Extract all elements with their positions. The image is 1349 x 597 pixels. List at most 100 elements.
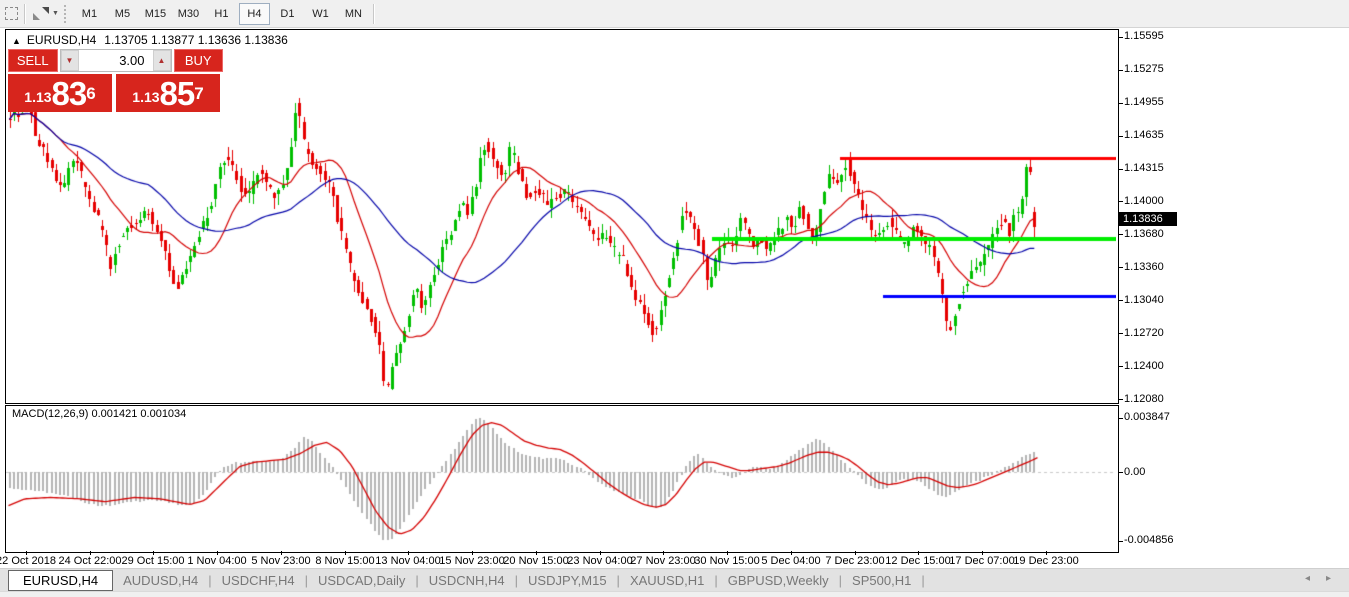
price-axis-label: 1.15275 xyxy=(1124,63,1164,76)
sell-price-box[interactable]: 1.13 83 6 xyxy=(8,74,112,112)
tab-separator: | xyxy=(415,573,419,588)
macd-canvas[interactable] xyxy=(6,406,1116,550)
tab-audusd-h4[interactable]: AUDUSD,H4 xyxy=(123,573,199,588)
timeframe-button-m15[interactable]: M15 xyxy=(144,7,167,20)
time-axis-label: 30 Nov 15:00 xyxy=(694,555,760,567)
macd-axis-tick xyxy=(1118,540,1123,542)
price-axis-label: 1.12400 xyxy=(1124,359,1164,372)
tab-separator: | xyxy=(838,573,843,588)
chevron-down-icon[interactable]: ▼ xyxy=(52,10,59,17)
tab-separator: | xyxy=(304,573,308,588)
time-axis-label: 7 Dec 23:00 xyxy=(825,555,885,567)
price-axis-tick xyxy=(1118,267,1123,268)
time-axis-tick xyxy=(90,551,91,555)
ohlc-values: 1.13705 1.13877 1.13636 1.13836 xyxy=(104,33,288,47)
tab-separator: | xyxy=(921,573,925,588)
price-axis-tick xyxy=(1118,168,1123,170)
select-rectangle-icon[interactable] xyxy=(0,3,21,25)
price-axis-tick xyxy=(1118,333,1123,334)
buy-price-box[interactable]: 1.13 85 7 xyxy=(116,74,220,112)
time-axis-label: 1 Nov 04:00 xyxy=(187,555,247,567)
tab-usdjpy-m15[interactable]: USDJPY,M15 xyxy=(528,573,607,588)
timeframe-button-m5[interactable]: M5 xyxy=(114,7,131,20)
timeframe-button-mn[interactable]: MN xyxy=(344,7,362,20)
time-axis-label: 5 Dec 04:00 xyxy=(761,555,821,567)
drawing-tool-icon[interactable]: ▼ xyxy=(29,3,62,25)
time-axis-tick xyxy=(663,551,664,555)
drawing-tool-glyph xyxy=(33,7,49,20)
time-axis-tick xyxy=(408,551,409,555)
price-axis-label: 1.12080 xyxy=(1124,392,1164,405)
time-axis-tick xyxy=(153,551,154,555)
price-axis-label: 1.14000 xyxy=(1124,194,1164,207)
volume-input[interactable] xyxy=(78,50,153,71)
macd-indicator-label: MACD(12,26,9) 0.001421 0.001034 xyxy=(12,408,187,420)
macd-axis-tick xyxy=(1118,472,1123,473)
price-axis-label: 1.14635 xyxy=(1124,129,1164,142)
price-axis-label: 1.13360 xyxy=(1124,260,1164,273)
timeframe-button-d1[interactable]: D1 xyxy=(280,7,295,20)
tab-gbpusd-weekly[interactable]: GBPUSD,Weekly xyxy=(727,573,829,588)
tab-usdchf-h4[interactable]: USDCHF,H4 xyxy=(221,573,295,588)
time-axis-tick xyxy=(982,551,983,555)
tab-separator: | xyxy=(208,573,212,588)
price-axis-label: 1.12720 xyxy=(1124,326,1164,339)
buy-price-pip: 7 xyxy=(194,84,204,103)
time-axis-label: 24 Oct 22:00 xyxy=(58,555,122,567)
time-axis-label: 17 Dec 07:00 xyxy=(949,555,1015,567)
tab-usdcad-daily[interactable]: USDCAD,Daily xyxy=(318,573,406,588)
time-axis-label: 13 Nov 04:00 xyxy=(375,555,441,567)
tab-xauusd-h1[interactable]: XAUUSD,H1 xyxy=(629,573,705,588)
price-axis-tick xyxy=(1118,36,1123,38)
price-axis-label: 1.14955 xyxy=(1124,96,1164,109)
collapse-panel-icon[interactable]: ▲ xyxy=(12,36,21,46)
timeframe-button-h4[interactable]: H4 xyxy=(238,2,270,25)
buy-price-main: 85 xyxy=(159,75,196,112)
macd-axis-label: -0.004856 xyxy=(1124,534,1174,547)
sell-price-pip: 6 xyxy=(86,84,96,103)
time-axis-label: 27 Nov 23:00 xyxy=(630,555,696,567)
price-axis-label: 1.13680 xyxy=(1124,227,1164,240)
timeframe-button-m30[interactable]: M30 xyxy=(177,7,200,20)
time-axis-label: 29 Oct 15:00 xyxy=(121,555,185,567)
time-axis-tick xyxy=(281,551,282,555)
price-axis-tick xyxy=(1118,135,1123,137)
timeframe-button-w1[interactable]: W1 xyxy=(312,7,329,20)
price-axis-label: 1.13040 xyxy=(1124,293,1164,306)
symbol-label: EURUSD,H4 xyxy=(26,33,97,47)
timeframe-button-h1[interactable]: H1 xyxy=(214,7,229,20)
quote-row: 1.13 83 6 1.13 85 7 xyxy=(8,74,223,112)
current-price-tag: 1.13836 xyxy=(1119,212,1177,226)
time-axis-tick xyxy=(26,551,27,555)
price-chart-pane: ▲ EURUSD,H4 1.13705 1.13877 1.13636 1.1383… xyxy=(5,29,1119,404)
time-axis-tick xyxy=(727,551,728,555)
price-axis-label: 1.14315 xyxy=(1124,162,1164,175)
toolbar-drag-handle[interactable] xyxy=(63,4,69,23)
price-axis-tick xyxy=(1118,399,1123,400)
time-axis-tick xyxy=(918,551,919,555)
tab-scroll-right-icon[interactable]: ▸ xyxy=(1325,573,1331,584)
macd-axis-label: 0.00 xyxy=(1124,465,1146,478)
price-axis-tick xyxy=(1118,201,1123,202)
volume-increase-button[interactable]: ▲ xyxy=(152,50,171,71)
tab-sp500-h1[interactable]: SP500,H1 xyxy=(852,573,912,588)
time-axis-tick xyxy=(345,551,346,555)
sell-price-prefix: 1.13 xyxy=(24,89,52,105)
macd-axis-label: 0.003847 xyxy=(1124,411,1170,424)
tab-scroll-controls: ◂ ▸ xyxy=(1305,573,1331,584)
buy-button[interactable]: BUY xyxy=(173,49,223,72)
tab-scroll-left-icon[interactable]: ◂ xyxy=(1304,573,1310,584)
time-axis-label: 19 Dec 23:00 xyxy=(1013,555,1079,567)
tab-usdcnh-h4[interactable]: USDCNH,H4 xyxy=(428,573,505,588)
chart-title: ▲ EURUSD,H4 1.13705 1.13877 1.13636 1.1383… xyxy=(12,33,288,47)
volume-decrease-button[interactable]: ▼ xyxy=(60,50,79,71)
price-axis-tick xyxy=(1118,69,1123,71)
time-axis-tick xyxy=(855,551,856,555)
timeframe-button-m1[interactable]: M1 xyxy=(81,7,98,20)
status-bar xyxy=(0,591,1349,597)
tab-eurusd-h4[interactable]: EURUSD,H4 xyxy=(8,570,114,591)
sell-button[interactable]: SELL xyxy=(8,49,58,72)
time-axis-label: 12 Dec 15:00 xyxy=(885,555,951,567)
timeframe-button-group: M1 M5 M15 M30 H1 H4 D1 W1 MN xyxy=(73,2,370,25)
